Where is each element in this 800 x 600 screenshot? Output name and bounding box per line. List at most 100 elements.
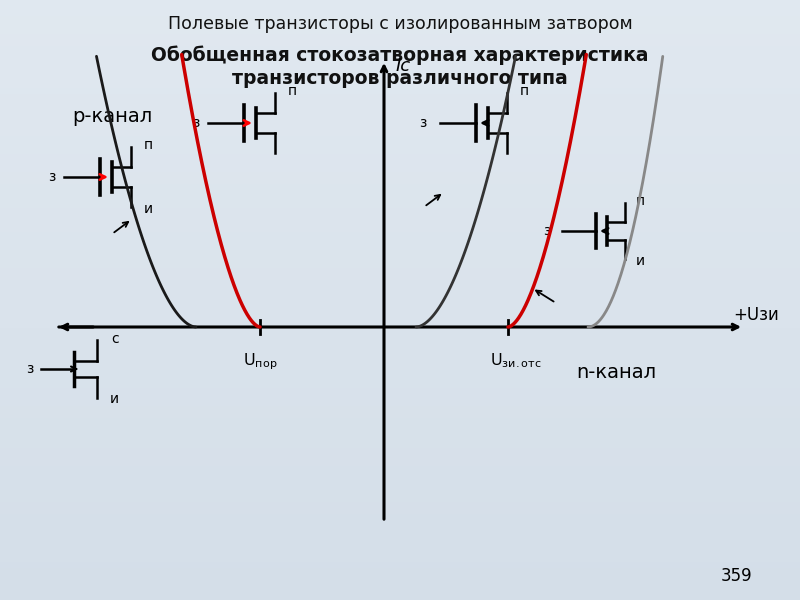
Bar [0,515,800,522]
Bar [0,155,800,162]
Bar [0,527,800,534]
Bar [0,473,800,480]
Bar [0,89,800,96]
Bar [0,71,800,78]
Bar [0,461,800,468]
Text: Полевые транзисторы с изолированным затвором: Полевые транзисторы с изолированным затв… [168,15,632,33]
Bar [0,101,800,108]
Bar [0,503,800,510]
Bar [0,593,800,600]
Text: n-канал: n-канал [576,362,656,382]
Bar [0,167,800,174]
Bar [0,287,800,294]
Bar [0,113,800,120]
Bar [0,575,800,582]
Bar [0,209,800,216]
Bar [0,263,800,270]
Bar [0,443,800,450]
Bar [0,0,800,6]
Bar [0,335,800,342]
Bar [0,233,800,240]
Bar [0,227,800,234]
Bar [0,149,800,156]
Bar [0,269,800,276]
Bar [0,293,800,300]
Bar [0,401,800,408]
Bar [0,359,800,366]
Bar [0,389,800,396]
Text: U$_{\rmзи.отс}$: U$_{\rmзи.отс}$ [490,351,542,370]
Bar [0,485,800,492]
Bar [0,311,800,318]
Bar [0,77,800,84]
Text: з: з [543,224,550,238]
Bar [0,47,800,54]
Bar [0,245,800,252]
Bar [0,353,800,360]
Text: с: с [111,332,118,346]
Bar [0,329,800,336]
Bar [0,5,800,12]
Bar [0,557,800,564]
Bar [0,563,800,570]
Bar [0,23,800,30]
Bar [0,497,800,504]
Bar [0,341,800,348]
Bar [0,191,800,198]
Bar [0,215,800,222]
Bar [0,551,800,558]
Bar [0,545,800,552]
Text: п: п [519,83,529,98]
Bar [0,275,800,282]
Bar [0,521,800,528]
Bar [0,65,800,72]
Bar [0,533,800,540]
Bar [0,365,800,372]
Text: и: и [636,254,646,268]
Bar [0,467,800,474]
Bar [0,413,800,420]
Bar [0,143,800,150]
Bar [0,587,800,594]
Bar [0,11,800,18]
Bar [0,173,800,180]
Bar [0,539,800,546]
Text: п: п [143,137,153,152]
Bar [0,179,800,186]
Bar [0,17,800,24]
Bar [0,53,800,60]
Text: п: п [287,83,297,98]
Bar [0,29,800,36]
Bar [0,317,800,324]
Text: 359: 359 [720,567,752,585]
Bar [0,251,800,258]
Bar [0,437,800,444]
Text: U$_{\rmпор}$: U$_{\rmпор}$ [242,351,278,371]
Bar [0,479,800,486]
Text: з: з [26,362,34,376]
Bar [0,407,800,414]
Bar [0,95,800,102]
Bar [0,239,800,246]
Bar [0,299,800,306]
Bar [0,257,800,264]
Bar [0,83,800,90]
Text: Iс: Iс [396,57,411,75]
Bar [0,281,800,288]
Bar [0,383,800,390]
Text: и: и [143,202,153,217]
Bar [0,131,800,138]
Bar [0,125,800,132]
Bar [0,569,800,576]
Text: Обобщенная стокозатворная характеристика
транзисторов различного типа: Обобщенная стокозатворная характеристика… [151,45,649,88]
Bar [0,323,800,330]
Bar [0,395,800,402]
Bar [0,59,800,66]
Bar [0,455,800,462]
Bar [0,425,800,432]
Text: +Uзи: +Uзи [733,306,779,324]
Text: р-канал: р-канал [72,107,152,127]
Bar [0,377,800,384]
Text: з: з [419,116,427,130]
Text: п: п [636,194,646,208]
